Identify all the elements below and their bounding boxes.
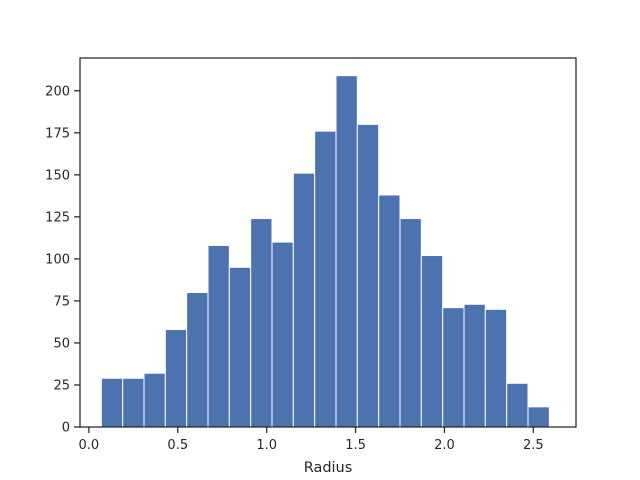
y-tick-label-3: 50 [53,336,70,351]
histogram-bar-1 [100,377,124,428]
histogram-bar-11 [314,130,337,428]
histogram-bar-14 [378,194,401,428]
histogram-bar-7 [228,266,252,428]
y-tick-label-4: 75 [53,294,70,309]
histogram-bar-19 [484,308,508,428]
x-axis-ticks: 0.0 0.5 1.0 1.5 2.0 2.5 [79,427,544,453]
x-tick-label-4: 1.5 [345,438,366,453]
plot-frame [79,57,577,428]
bars-group [100,75,550,428]
histogram-bar-15 [399,218,422,428]
histogram-bar-20 [506,382,529,428]
y-tick-label-1: 0 [62,421,70,436]
histogram-bar-4 [164,328,188,428]
y-tick-label-5: 100 [45,252,70,267]
y-tick-label-8: 175 [45,126,70,141]
histogram-bar-18 [463,303,486,428]
histogram-bar-12 [335,75,358,428]
x-tick-label-6: 2.5 [523,438,544,453]
histogram-bar-2 [122,377,145,428]
histogram-bar-16 [420,255,444,428]
x-tick-label-1: 0.0 [79,438,100,453]
y-tick-label-6: 125 [45,210,70,225]
x-tick-label-3: 1.0 [256,438,277,453]
y-tick-label-7: 150 [45,168,70,183]
histogram-bar-3 [143,372,166,428]
histogram-bar-9 [271,241,294,428]
histogram-bar-5 [186,292,209,428]
y-axis-ticks: 0 25 50 75 100 125 150 175 200 [45,84,80,436]
histogram-bar-17 [442,307,465,428]
x-tick-label-5: 2.0 [434,438,455,453]
y-tick-label-9: 200 [45,84,70,99]
histogram-bar-8 [250,218,273,428]
x-axis-label: Radius [304,460,353,476]
y-tick-label-2: 25 [53,378,70,393]
x-tick-label-2: 0.5 [167,438,188,453]
histogram-bar-6 [207,244,230,428]
histogram-bar-10 [292,172,316,428]
histogram-bar-21 [527,406,550,428]
histogram-bar-13 [356,123,380,428]
